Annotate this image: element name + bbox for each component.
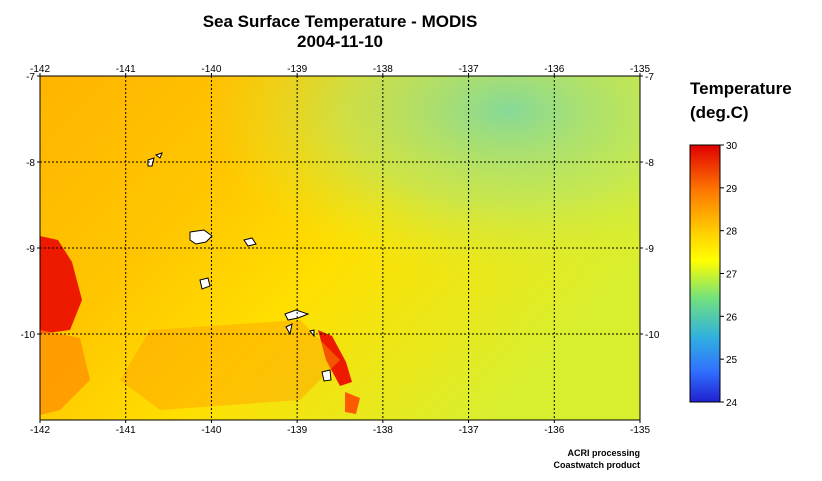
credit-product: Coastwatch product	[553, 460, 640, 470]
warm-patch-west	[40, 236, 82, 334]
lat-tick-label: -7	[645, 72, 654, 83]
colorbar-tick-label: 29	[726, 184, 738, 195]
lon-tick-label: -140	[201, 64, 221, 75]
colorbar-tick-label: 27	[726, 270, 738, 281]
colorbar-tick-label: 24	[726, 398, 738, 409]
graticule	[40, 76, 640, 420]
map-date: 2004-11-10	[296, 32, 384, 51]
lat-tick-label: -8	[26, 158, 35, 169]
islands	[147, 152, 332, 382]
lon-tick-label: -136	[544, 64, 564, 75]
lon-tick-label: -142	[30, 64, 50, 75]
lat-tick-label: -10	[645, 330, 660, 341]
colorbar	[689, 144, 721, 403]
lon-tick-label: -137	[459, 64, 479, 75]
lon-tick-label: -138	[373, 425, 393, 436]
legend-title: Temperature	[690, 79, 792, 98]
colorbar-tick-label: 25	[726, 355, 738, 366]
lon-tick-label: -138	[373, 64, 393, 75]
lat-tick-label: -7	[26, 72, 35, 83]
legend-units: (deg.C)	[690, 103, 749, 122]
lon-tick-label: -135	[630, 64, 650, 75]
lat-tick-label: -8	[645, 158, 654, 169]
colorbar-ticks: 30 29 28 27 26 25 24	[720, 141, 738, 409]
lon-tick-label: -137	[459, 425, 479, 436]
lon-tick-label: -135	[630, 425, 650, 436]
lon-tick-label: -140	[201, 425, 221, 436]
lat-tick-label: -9	[645, 244, 654, 255]
lon-tick-label: -139	[287, 425, 307, 436]
lat-ticks-left: -7 -8 -9 -10	[21, 72, 40, 341]
lon-ticks-top: -142 -141 -140 -139 -138 -137 -136 -135	[30, 64, 650, 76]
map-title: Sea Surface Temperature - MODIS	[202, 12, 478, 31]
colorbar-tick-label: 28	[726, 227, 738, 238]
credit-processing: ACRI processing	[567, 448, 640, 458]
lon-tick-label: -136	[544, 425, 564, 436]
warm-patch-south	[318, 330, 352, 386]
lon-ticks-bottom: -142 -141 -140 -139 -138 -137 -136 -135	[30, 420, 650, 436]
lon-tick-label: -141	[116, 425, 136, 436]
colorbar-tick-label: 26	[726, 312, 738, 323]
lon-tick-label: -141	[116, 64, 136, 75]
lon-tick-label: -142	[30, 425, 50, 436]
lat-tick-label: -10	[21, 330, 36, 341]
lon-tick-label: -139	[287, 64, 307, 75]
lat-tick-label: -9	[26, 244, 35, 255]
lat-ticks-right: -7 -8 -9 -10	[640, 72, 660, 341]
colorbar-tick-label: 30	[726, 141, 738, 152]
